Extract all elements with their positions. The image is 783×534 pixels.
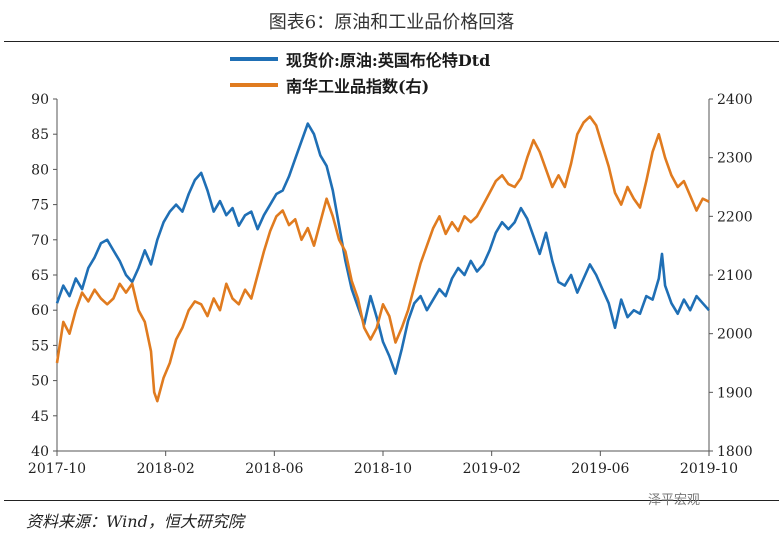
chart-title: 图表6：原油和工业品价格回落: [268, 12, 515, 33]
x-tick-label: 2019-06: [571, 461, 629, 477]
y-right-tick-label: 2300: [717, 151, 753, 167]
bottom-rule: [4, 500, 779, 501]
y-left-tick-label: 65: [31, 268, 49, 284]
top-rule: [4, 41, 779, 42]
x-tick-label: 2018-06: [245, 461, 303, 477]
y-left-tick-label: 60: [31, 303, 49, 319]
y-left-tick-label: 50: [31, 374, 49, 390]
y-left-tick-label: 45: [31, 409, 49, 425]
series-line-brent: [55, 122, 710, 375]
legend-swatch-brent: [230, 57, 278, 61]
x-tick-label: 2018-02: [137, 461, 195, 477]
x-tick-label: 2017-10: [28, 461, 86, 477]
legend-item-brent: 现货价:原油:英国布伦特Dtd: [230, 46, 490, 72]
y-right-tick-label: 2200: [717, 209, 753, 225]
legend-label-nanhua: 南华工业品指数(右): [286, 77, 430, 96]
y-left-tick-label: 55: [31, 338, 49, 354]
series-line-nanhua: [55, 115, 710, 403]
y-left-tick-label: 40: [31, 444, 49, 460]
y-left-tick-label: 90: [31, 92, 49, 108]
legend: 现货价:原油:英国布伦特Dtd 南华工业品指数(右): [230, 46, 490, 98]
source-note: 资料来源：Wind，恒大研究院: [26, 512, 244, 531]
y-right-tick-label: 2400: [717, 92, 753, 108]
y-left-tick-label: 75: [31, 198, 49, 214]
y-right-tick-label: 1900: [717, 385, 753, 401]
x-tick-label: 2019-02: [463, 461, 521, 477]
y-left-tick-label: 85: [31, 127, 49, 143]
y-left-tick-label: 80: [31, 162, 49, 178]
legend-swatch-nanhua: [230, 83, 278, 87]
x-tick-label: 2018-10: [354, 461, 412, 477]
y-left-tick-label: 70: [31, 233, 49, 249]
legend-label-brent: 现货价:原油:英国布伦特Dtd: [286, 51, 491, 70]
x-tick-label: 2019-10: [680, 461, 738, 477]
y-right-tick-label: 1800: [717, 444, 753, 460]
watermark: 泽平宏观: [648, 493, 701, 508]
y-right-tick-label: 2000: [717, 327, 753, 343]
legend-item-nanhua: 南华工业品指数(右): [230, 72, 490, 98]
y-right-tick-label: 2100: [717, 268, 753, 284]
